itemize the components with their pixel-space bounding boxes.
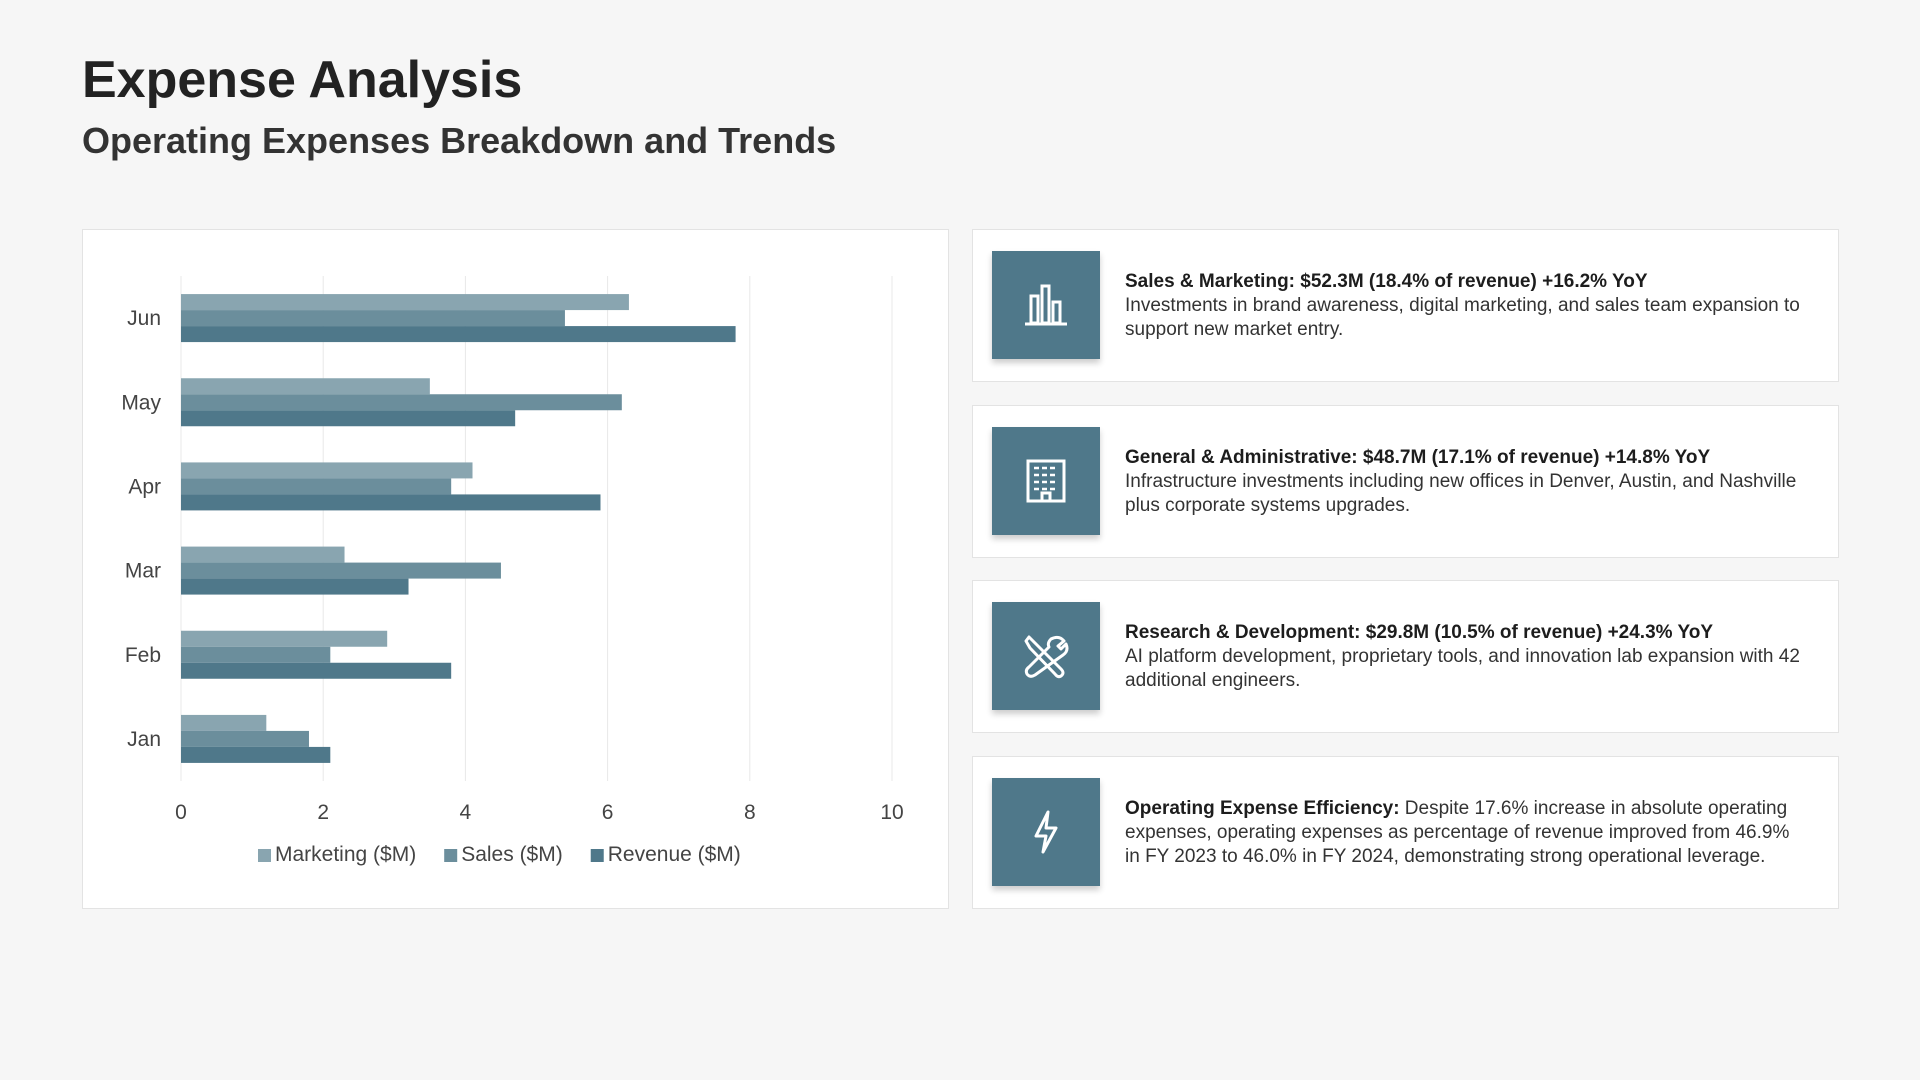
bar-sales-feb — [181, 646, 331, 663]
card-general-admin: General & Administrative: $48.7M (17.1% … — [972, 405, 1839, 558]
card-title: Research & Development: $29.8M (10.5% of… — [1125, 622, 1714, 643]
legend-label: Marketing ($M) — [275, 843, 416, 866]
bar-revenue-jun — [181, 326, 736, 343]
y-category-label: Jan — [127, 728, 161, 751]
legend-label: Sales ($M) — [461, 843, 563, 866]
x-tick-label: 4 — [460, 801, 472, 824]
x-tick-label: 10 — [880, 801, 903, 824]
y-category-label: Apr — [128, 475, 161, 498]
lightning-icon — [992, 778, 1100, 886]
card-title: Operating Expense Efficiency: — [1125, 798, 1400, 819]
bar-marketing-apr — [181, 462, 473, 479]
card-body: Investments in brand awareness, digital … — [1125, 295, 1800, 340]
card-opex-efficiency: Operating Expense Efficiency: Despite 17… — [972, 756, 1839, 909]
bar-sales-jun — [181, 310, 565, 327]
bar-marketing-mar — [181, 546, 345, 563]
legend-swatch — [590, 849, 604, 862]
bar-marketing-jun — [181, 294, 629, 311]
card-sales-marketing: Sales & Marketing: $52.3M (18.4% of reve… — [972, 229, 1839, 382]
bar-sales-mar — [181, 562, 501, 579]
bar-revenue-may — [181, 410, 516, 427]
bar-marketing-feb — [181, 630, 388, 647]
y-category-label: Mar — [125, 560, 161, 583]
bar-revenue-feb — [181, 662, 452, 679]
card-title: Sales & Marketing: $52.3M (18.4% of reve… — [1125, 271, 1648, 292]
page-subtitle: Operating Expenses Breakdown and Trends — [82, 120, 837, 161]
bar-sales-may — [181, 394, 622, 411]
bar-sales-jan — [181, 730, 309, 747]
legend-swatch — [444, 849, 458, 862]
card-body: Infrastructure investments including new… — [1125, 471, 1797, 516]
bar-sales-apr — [181, 478, 452, 495]
x-tick-label: 0 — [175, 801, 187, 824]
bar-revenue-apr — [181, 494, 601, 511]
card-body: AI platform development, proprietary too… — [1125, 646, 1800, 691]
card-research-development: Research & Development: $29.8M (10.5% of… — [972, 580, 1839, 733]
expense-bar-chart: 0 2 4 6 8 10 Jan Feb Mar Apr May Jun Marketing ($M) S… — [121, 276, 904, 866]
bar-revenue-mar — [181, 578, 409, 595]
y-category-label: Jun — [127, 307, 161, 330]
card-body: Despite 17.6% increase in absolute opera… — [1125, 798, 1790, 867]
bar-revenue-jan — [181, 746, 331, 763]
card-title: General & Administrative: $48.7M (17.1% … — [1125, 447, 1711, 468]
y-category-label: Feb — [125, 644, 161, 667]
bar-marketing-may — [181, 378, 430, 395]
legend-label: Revenue ($M) — [608, 843, 741, 866]
page-title: Expense Analysis — [82, 51, 523, 109]
x-tick-label: 2 — [317, 801, 329, 824]
x-tick-label: 6 — [602, 801, 614, 824]
bar-chart-icon — [992, 251, 1100, 359]
bar-marketing-jan — [181, 714, 267, 731]
legend-swatch — [258, 849, 271, 862]
chart-card: 0 2 4 6 8 10 Jan Feb Mar Apr May Jun Marketing ($M) S… — [82, 229, 949, 909]
y-category-label: May — [121, 391, 161, 414]
x-tick-label: 8 — [744, 801, 756, 824]
building-icon — [992, 427, 1100, 535]
tools-icon — [992, 602, 1100, 710]
